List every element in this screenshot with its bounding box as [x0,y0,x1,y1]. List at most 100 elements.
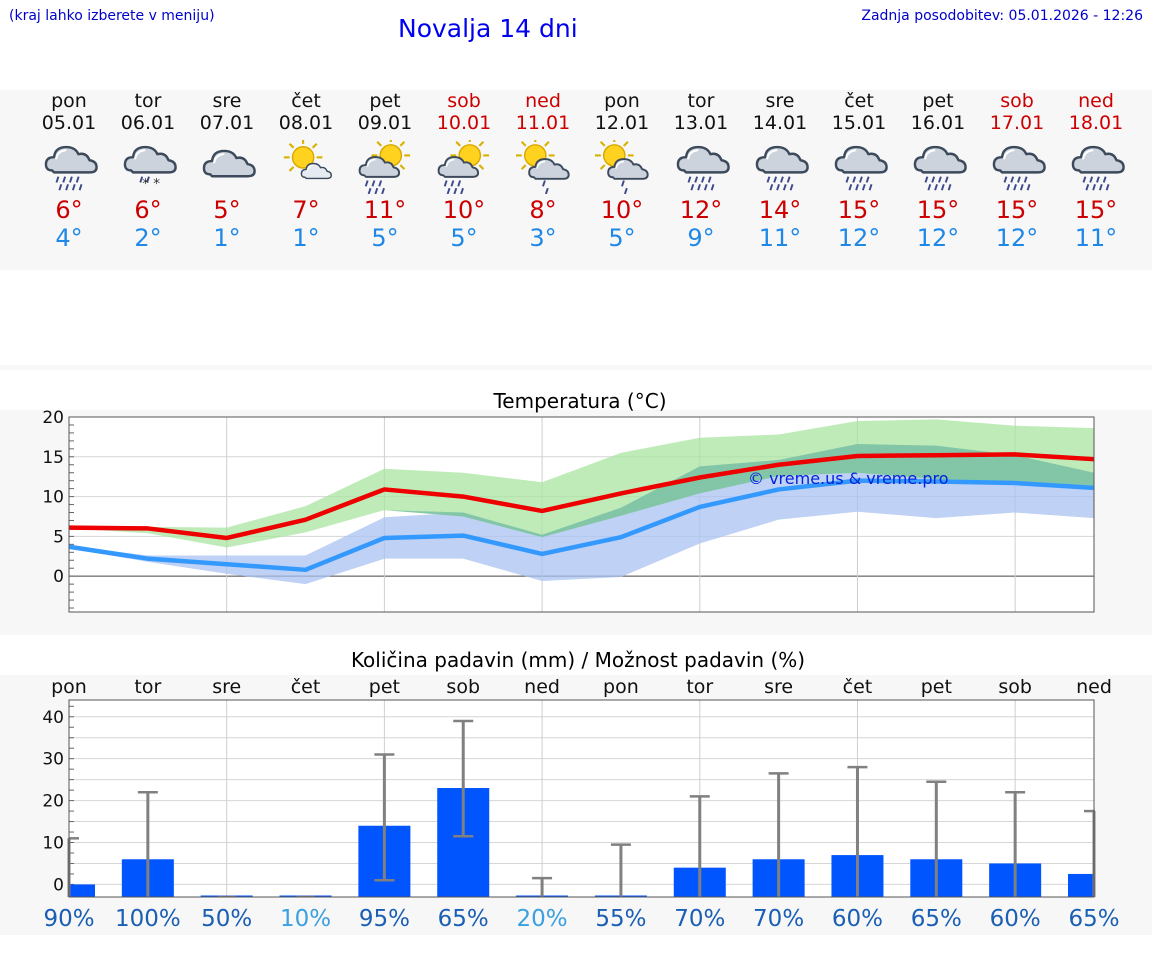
cloud-shape [834,145,888,174]
temperature-y-tick-label: 10 [42,488,64,508]
rain-drops [55,176,83,191]
precipitation-day-label: pon [51,676,87,698]
rain-drop [542,180,546,187]
page-title: Novalja 14 dni [398,14,578,43]
rain-drop [789,184,794,191]
rain-drop [364,180,369,187]
day-date: 16.01 [910,112,966,134]
rain-cloud-icon [755,145,809,191]
rain-drop [845,176,850,183]
rain-drop [947,184,952,191]
precipitation-probability: 60% [990,906,1041,932]
sun-cloud-light-rain-icon [516,140,570,194]
precipitation-chart: Količina padavin (mm) / Možnost padavin … [42,648,1119,932]
rain-drop [1003,176,1008,183]
precipitation-probability: 50% [201,906,252,932]
temp-min: 11° [1074,224,1118,252]
temperature-chart-title: Temperatura (°C) [492,389,666,413]
day-column: pet 09.01 11° 5° [346,90,425,252]
rain-drop [848,184,853,191]
cloud-highlight [615,160,625,169]
cloud-outline [676,145,730,174]
cloud-shape [1071,145,1125,174]
rain-drop [697,184,701,191]
day-date: 09.01 [357,112,413,134]
cloud-shape [676,145,730,174]
sun-rain-cloud-icon [358,140,411,194]
temp-max: 7° [292,196,320,224]
day-name: pon [51,90,87,112]
precipitation-probability: 70% [674,906,725,932]
rain-drop [927,184,932,191]
rain-cloud-icon [676,145,730,191]
rain-drop [859,176,863,183]
cloud-highlight [687,149,699,160]
overlap-band [69,444,1094,548]
temp-min: 1° [213,224,241,252]
day-name: sre [765,90,795,112]
rain-cloud-icon [1071,145,1125,191]
day-column: sob 17.01 15° 12° [978,90,1057,252]
day-column: čet 08.01 7° 1° [267,90,346,252]
cloud-shape [44,145,98,174]
sun-ray [520,164,527,170]
precipitation-y-tick-label: 10 [42,834,64,854]
day-date: 13.01 [673,112,729,134]
precipitation-probability: 90% [43,906,94,932]
temp-max: 12° [679,196,723,224]
rain-drop [690,184,695,191]
rain-cloud-icon [834,145,888,191]
cloud-shape [607,158,649,180]
cloud-highlight [366,158,376,167]
day-column: ned 18.01 15° 11° [1057,90,1136,252]
precipitation-probability: 55% [595,906,646,932]
temp-max: 15° [995,196,1039,224]
day-column: pon 05.01 6° 4° [30,90,109,252]
day-date: 07.01 [199,112,255,134]
sun-shape [450,140,490,175]
sun-ray [288,142,295,149]
rain-drop [78,184,83,191]
rain-drop [786,176,791,183]
rain-drops [924,176,952,191]
rain-drop [371,180,376,187]
temp-max: 11° [363,196,407,224]
rain-drop [931,176,936,183]
cloud-outline [44,145,98,174]
cloud-shape [755,145,809,174]
day-date: 12.01 [594,112,650,134]
rain-drop [766,176,771,183]
cloud-shape [300,162,333,180]
day-name: čet [291,90,321,112]
day-name: čet [844,90,874,112]
precipitation-day-label: sob [998,676,1032,698]
temp-min: 1° [292,224,320,252]
cloud-outline [834,145,888,174]
sun-rain-cloud-icon [437,140,490,194]
rain-cloud-icon [913,145,967,191]
temp-min: 4° [55,224,83,252]
sun-ray [376,141,382,147]
day-name: pet [369,90,401,112]
precipitation-probability: 65% [438,906,489,932]
precipitation-day-label: pet [369,676,400,698]
snow-cloud-icon: * * [123,145,177,192]
rain-drop [780,176,784,183]
temperature-y-tick-label: 0 [53,567,64,587]
sun-small-cloud-icon [283,140,333,180]
rain-drops [1003,176,1031,191]
sun-ray [455,141,461,147]
precipitation-probability: 60% [832,906,883,932]
rain-drop [861,184,866,191]
cloud-icon [202,149,256,178]
day-date: 15.01 [831,112,887,134]
precipitation-error-bar [768,772,789,897]
cloud-outline [913,145,967,174]
rain-drop [1026,184,1031,191]
cloud-highlight [845,149,857,160]
cloud-outline [992,145,1046,174]
rain-drop [1089,176,1094,183]
temperature-y-tick-label: 5 [53,527,64,547]
rain-drop [855,184,859,191]
last-update: Zadnja posodobitev: 05.01.2026 - 12:26 [861,8,1143,24]
